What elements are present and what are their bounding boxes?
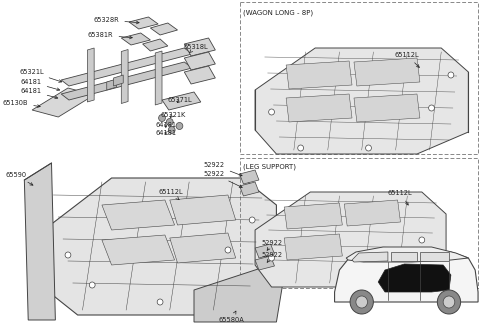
Polygon shape: [335, 250, 478, 302]
Polygon shape: [102, 200, 175, 230]
Polygon shape: [121, 49, 128, 103]
Circle shape: [429, 105, 434, 111]
Circle shape: [356, 296, 368, 308]
Circle shape: [89, 282, 95, 288]
Circle shape: [419, 237, 425, 243]
Polygon shape: [170, 233, 236, 263]
Polygon shape: [184, 66, 216, 84]
Circle shape: [269, 109, 275, 115]
Text: 65112L: 65112L: [388, 190, 412, 205]
Text: 65381R: 65381R: [88, 32, 132, 39]
Polygon shape: [194, 263, 284, 322]
Polygon shape: [32, 88, 94, 117]
Circle shape: [356, 279, 362, 285]
Circle shape: [448, 72, 454, 78]
Polygon shape: [162, 92, 201, 110]
Polygon shape: [255, 244, 275, 258]
Polygon shape: [184, 38, 216, 56]
Text: 64181: 64181: [21, 88, 58, 99]
Polygon shape: [240, 182, 259, 196]
Circle shape: [168, 126, 175, 134]
Polygon shape: [354, 58, 420, 86]
Text: 65321L: 65321L: [19, 69, 62, 82]
Polygon shape: [286, 61, 352, 89]
Circle shape: [443, 296, 455, 308]
Text: 52922: 52922: [204, 171, 242, 188]
Polygon shape: [378, 264, 451, 292]
Polygon shape: [155, 51, 162, 105]
Circle shape: [176, 123, 183, 129]
Polygon shape: [346, 247, 468, 262]
Text: 64181: 64181: [155, 130, 176, 136]
Text: 65112L: 65112L: [395, 52, 420, 68]
Polygon shape: [61, 48, 192, 86]
Circle shape: [167, 119, 173, 125]
Polygon shape: [87, 48, 94, 102]
Circle shape: [157, 299, 163, 305]
Polygon shape: [44, 178, 276, 315]
Text: 65328R: 65328R: [94, 17, 139, 24]
Polygon shape: [61, 62, 192, 100]
Text: 64181: 64181: [21, 79, 60, 91]
Polygon shape: [344, 200, 400, 226]
Polygon shape: [391, 252, 417, 261]
Polygon shape: [352, 252, 388, 262]
Polygon shape: [107, 79, 117, 90]
Text: 65371L: 65371L: [168, 97, 192, 103]
Text: 65130B: 65130B: [3, 100, 40, 108]
Circle shape: [269, 255, 275, 261]
Circle shape: [249, 217, 255, 223]
Circle shape: [225, 247, 231, 253]
Text: 65590: 65590: [5, 172, 33, 185]
Polygon shape: [255, 48, 468, 154]
Polygon shape: [255, 192, 446, 287]
Polygon shape: [114, 75, 123, 86]
Text: 52922: 52922: [262, 240, 283, 250]
Polygon shape: [354, 94, 420, 122]
Polygon shape: [24, 163, 55, 320]
Text: (LEG SUPPORT): (LEG SUPPORT): [243, 163, 297, 170]
Polygon shape: [143, 39, 168, 51]
Polygon shape: [102, 235, 175, 265]
Text: 64181: 64181: [155, 122, 176, 128]
Text: 52922: 52922: [262, 252, 283, 262]
Circle shape: [350, 290, 373, 314]
Polygon shape: [420, 252, 449, 261]
Text: (WAGON LONG - 8P): (WAGON LONG - 8P): [243, 10, 313, 17]
Polygon shape: [255, 256, 275, 270]
Circle shape: [437, 290, 461, 314]
Text: 65580A: 65580A: [218, 311, 244, 323]
Text: 65112L: 65112L: [158, 189, 183, 200]
Circle shape: [65, 252, 71, 258]
Polygon shape: [150, 23, 178, 35]
Polygon shape: [286, 94, 352, 122]
Bar: [240, 2, 478, 154]
Text: 65318L: 65318L: [183, 44, 208, 53]
Circle shape: [158, 114, 166, 122]
Circle shape: [366, 145, 372, 151]
Text: 52922: 52922: [204, 162, 242, 176]
Polygon shape: [284, 234, 342, 260]
Text: 65321K: 65321K: [160, 112, 185, 118]
Bar: [240, 158, 478, 288]
Polygon shape: [121, 33, 150, 45]
Polygon shape: [170, 195, 236, 225]
Polygon shape: [240, 170, 259, 184]
Polygon shape: [129, 17, 158, 29]
Polygon shape: [184, 52, 216, 70]
Polygon shape: [284, 203, 342, 229]
Circle shape: [298, 145, 303, 151]
